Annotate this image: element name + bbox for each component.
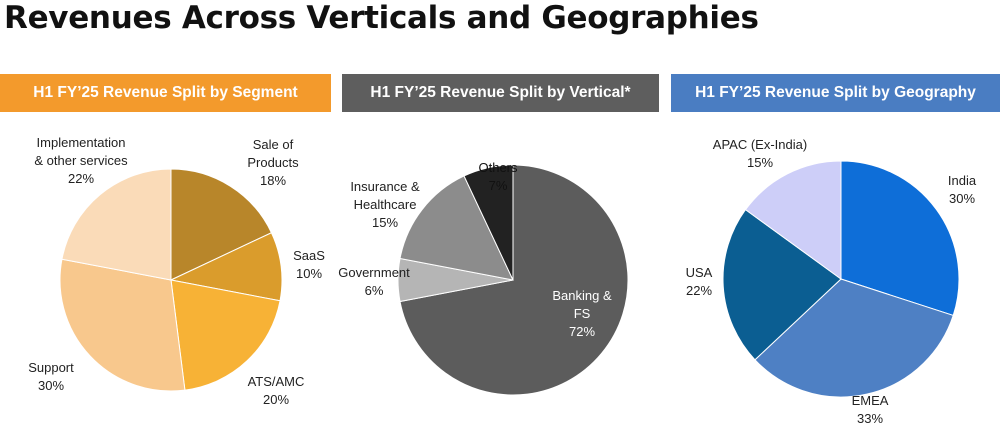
geography-label-emea: EMEA 33% [852,393,889,426]
vertical-label-others: Others 7% [478,160,518,193]
vertical-slice-banking-fs [399,164,629,396]
geography-slice-india [840,160,960,317]
vertical-label-government: Government 6% [338,265,410,298]
segment-chart-header: H1 FY’25 Revenue Split by Segment [0,74,331,112]
geography-label-india: India 30% [948,173,977,206]
vertical-label-insurance-healthcare: Insurance & Healthcare 15% [350,179,420,230]
geography-pie-chart: India 30% EMEA 33% USA 22% APAC (Ex-India) 15% [686,137,977,426]
vertical-slice-others [463,164,514,281]
segment-slice-implementation-other-services [61,168,172,281]
segment-label-saas: SaaS 10% [293,248,325,281]
geography-slice-usa [722,208,842,361]
geography-slice-apac-ex-india [744,160,842,280]
geography-slice-emea [754,278,954,398]
geography-chart-header: H1 FY’25 Revenue Split by Geography [671,74,1000,112]
segment-slice-sale-of-products [170,168,273,281]
vertical-pie-chart: Banking & FS 72% Government 6% Insurance & Hea… [338,160,629,396]
vertical-label-banking-fs: Banking & FS 72% [552,288,612,339]
segment-label-ats-amc: ATS/AMC 20% [248,374,305,407]
segment-label-sale-of-products: Sale of Products 18% [247,137,299,188]
vertical-chart-header: H1 FY’25 Revenue Split by Vertical* [342,74,659,112]
segment-slice-ats-amc [170,279,281,391]
segment-slice-support [59,258,186,392]
segment-pie-chart: Sale of Products 18% SaaS 10% ATS/AMC 20% Suppo… [28,135,325,407]
vertical-slice-insurance-healthcare [399,175,514,281]
page-title: Revenues Across Verticals and Geographie… [4,0,759,36]
segment-label-support: Support 30% [28,360,74,393]
geography-label-apac-ex-india: APAC (Ex-India) 15% [713,137,807,170]
segment-label-implementation-other-services: Implementation & other services 22% [34,135,128,186]
geography-label-usa: USA 22% [686,265,713,298]
